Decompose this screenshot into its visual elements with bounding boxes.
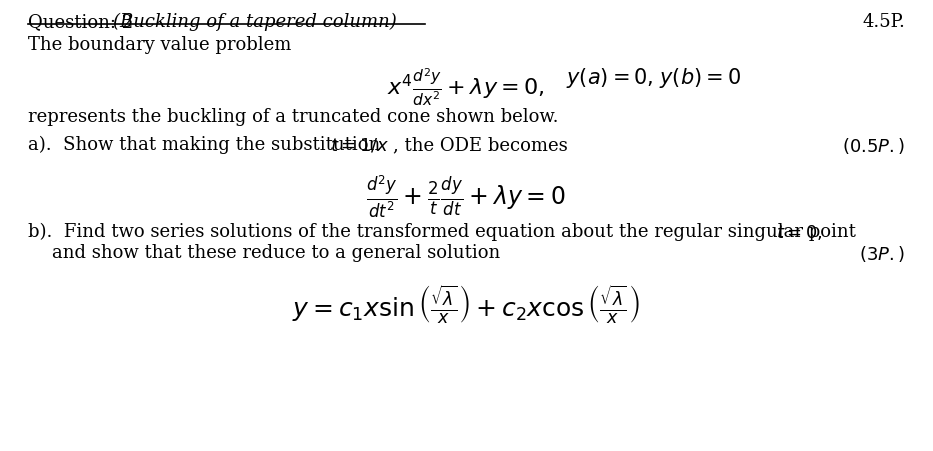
Text: $y = c_1 x \sin\left(\frac{\sqrt{\lambda}}{x}\right) + c_2 x \cos\left(\frac{\sq: $y = c_1 x \sin\left(\frac{\sqrt{\lambda… — [292, 283, 640, 325]
Text: $y(b) = 0$: $y(b) = 0$ — [659, 66, 741, 90]
Text: and show that these reduce to a general solution: and show that these reduce to a general … — [52, 244, 500, 262]
Text: b).  Find two series solutions of the transformed equation about the regular sin: b). Find two series solutions of the tra… — [28, 223, 861, 241]
Text: $t = 0,$: $t = 0,$ — [776, 223, 823, 242]
Text: The boundary value problem: The boundary value problem — [28, 36, 291, 54]
Text: $(3P.)$: $(3P.)$ — [859, 244, 905, 264]
Text: represents the buckling of a truncated cone shown below.: represents the buckling of a truncated c… — [28, 108, 559, 126]
Text: (Buckling of a tapered column): (Buckling of a tapered column) — [113, 13, 397, 31]
Text: $(0.5P.)$: $(0.5P.)$ — [842, 136, 905, 156]
Text: $x^4\frac{d^2y}{dx^2} + \lambda y = 0,$: $x^4\frac{d^2y}{dx^2} + \lambda y = 0,$ — [387, 66, 545, 107]
Text: $\frac{d^2y}{dt^2} + \frac{2}{t}\frac{dy}{dt} + \lambda y = 0$: $\frac{d^2y}{dt^2} + \frac{2}{t}\frac{dy… — [367, 173, 565, 220]
Text: 4.5P.: 4.5P. — [862, 13, 905, 31]
Text: a).  Show that making the substitution: a). Show that making the substitution — [28, 136, 386, 154]
Text: Question: 2: Question: 2 — [28, 13, 139, 31]
Text: $t = 1/x$: $t = 1/x$ — [330, 136, 389, 154]
Text: , the ODE becomes: , the ODE becomes — [393, 136, 568, 154]
Text: $y(a) = 0,$: $y(a) = 0,$ — [566, 66, 654, 90]
